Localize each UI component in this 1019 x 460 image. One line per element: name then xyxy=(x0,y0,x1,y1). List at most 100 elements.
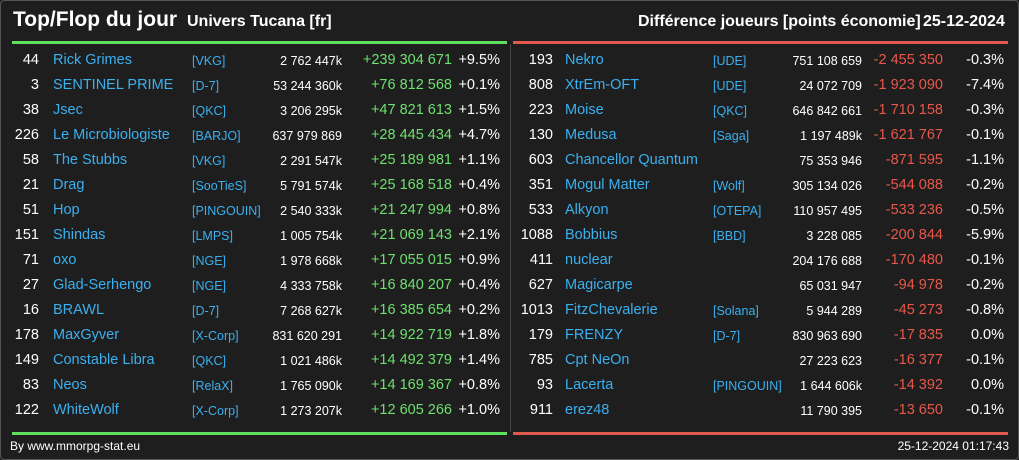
top-row: 58 The Stubbs [VKG] 2 291 547k +25 189 981 +1… xyxy=(1,149,509,174)
rank: 83 xyxy=(22,377,39,393)
alliance-tag[interactable]: [Solana] xyxy=(713,304,759,318)
alliance-tag[interactable]: [UDE] xyxy=(713,79,747,93)
alliance-tag[interactable]: [VKG] xyxy=(192,154,226,168)
player-name[interactable]: WhiteWolf xyxy=(53,402,119,418)
score: 4 333 758k xyxy=(280,279,342,293)
alliance-tag[interactable]: [BARJO] xyxy=(192,129,241,143)
alliance-tag[interactable]: [LMPS] xyxy=(192,229,233,243)
score: 65 031 947 xyxy=(799,279,862,293)
rank: 16 xyxy=(22,302,39,318)
top-row: 38 Jsec [QKC] 3 206 295k +47 821 613 +1.5% xyxy=(1,99,509,124)
page-title: Top/Flop du jour xyxy=(13,8,178,31)
alliance-tag[interactable]: [BBD] xyxy=(713,229,746,243)
alliance-tag[interactable]: [QKC] xyxy=(713,104,748,118)
player-name[interactable]: oxo xyxy=(53,252,77,268)
rank: 71 xyxy=(22,252,39,268)
source-link[interactable]: By www.mmorpg-stat.eu xyxy=(10,439,141,453)
score: 1 273 207k xyxy=(280,404,342,418)
player-name[interactable]: Nekro xyxy=(565,52,604,68)
score: 1 005 754k xyxy=(280,229,342,243)
player-name[interactable]: SENTINEL PRIME xyxy=(53,77,174,93)
top-bottom-bar xyxy=(12,432,507,435)
score-difference: +17 055 015 xyxy=(370,252,452,268)
player-name[interactable]: Jsec xyxy=(53,102,83,118)
player-name[interactable]: FitzChevalerie xyxy=(565,302,658,318)
score-difference: -13 650 xyxy=(893,402,943,418)
player-name[interactable]: Lacerta xyxy=(565,377,614,393)
player-name[interactable]: Mogul Matter xyxy=(565,177,650,193)
top-row: 44 Rick Grimes [VKG] 2 762 447k +239 304 671… xyxy=(1,49,509,74)
generated-timestamp: 25-12-2024 01:17:43 xyxy=(897,439,1009,453)
alliance-tag[interactable]: [VKG] xyxy=(192,54,226,68)
alliance-tag[interactable]: [UDE] xyxy=(713,54,747,68)
alliance-tag[interactable]: [PINGOUIN] xyxy=(192,204,261,218)
alliance-tag[interactable]: [D-7] xyxy=(192,304,220,318)
alliance-tag[interactable]: [RelaX] xyxy=(192,379,233,393)
player-name[interactable]: Shindas xyxy=(53,227,106,243)
alliance-tag[interactable]: [NGE] xyxy=(192,254,227,268)
percent-change: +1.8% xyxy=(458,327,500,343)
percent-change: 0.0% xyxy=(970,327,1004,343)
player-name[interactable]: Moise xyxy=(565,102,604,118)
player-name[interactable]: FRENZY xyxy=(565,327,623,343)
alliance-tag[interactable]: [D-7] xyxy=(713,329,741,343)
player-name[interactable]: Constable Libra xyxy=(53,352,155,368)
score-difference: -200 844 xyxy=(885,227,943,243)
player-name[interactable]: Glad-Serhengo xyxy=(53,277,152,293)
player-name[interactable]: Magicarpe xyxy=(565,277,633,293)
percent-change: +0.4% xyxy=(458,177,500,193)
player-name[interactable]: Bobbius xyxy=(565,227,618,243)
player-name[interactable]: Medusa xyxy=(565,127,617,143)
score-difference: +25 168 518 xyxy=(370,177,452,193)
player-name[interactable]: Chancellor Quantum xyxy=(565,152,698,168)
player-name[interactable]: Rick Grimes xyxy=(53,52,132,68)
player-name[interactable]: Drag xyxy=(53,177,85,193)
score-difference: +76 812 568 xyxy=(370,77,452,93)
player-name[interactable]: XtrEm-OFT xyxy=(565,77,640,93)
player-name[interactable]: Alkyon xyxy=(565,202,609,218)
score-difference: -14 392 xyxy=(893,377,943,393)
player-name[interactable]: The Stubbs xyxy=(53,152,128,168)
score: 305 134 026 xyxy=(792,179,862,193)
top-row: 21 Drag [SooTieS] 5 791 574k +25 168 518 +0.4… xyxy=(1,174,509,199)
alliance-tag[interactable]: [Saga] xyxy=(713,129,750,143)
player-name[interactable]: MaxGyver xyxy=(53,327,120,343)
score-difference: +12 605 266 xyxy=(370,402,452,418)
flop-row: 223 Moise [QKC] 646 842 661 -1 710 158 -0.3% xyxy=(511,99,1018,124)
player-name[interactable]: erez48 xyxy=(565,402,610,418)
alliance-tag[interactable]: [QKC] xyxy=(192,354,227,368)
flop-row: 351 Mogul Matter [Wolf] 305 134 026 -544 088… xyxy=(511,174,1018,199)
score: 75 353 946 xyxy=(799,154,862,168)
player-name[interactable]: Cpt NeOn xyxy=(565,352,630,368)
player-name[interactable]: nuclear xyxy=(565,252,613,268)
top-accent-bar xyxy=(12,41,507,44)
score: 5 791 574k xyxy=(280,179,342,193)
percent-change: -0.1% xyxy=(966,402,1004,418)
alliance-tag[interactable]: [X-Corp] xyxy=(192,329,239,343)
alliance-tag[interactable]: [OTEPA] xyxy=(713,204,762,218)
top-row: 27 Glad-Serhengo [NGE] 4 333 758k +16 840 20… xyxy=(1,274,509,299)
player-name[interactable]: Le Microbiologiste xyxy=(53,127,170,143)
top-row: 51 Hop [PINGOUIN] 2 540 333k +21 247 994 +0.8… xyxy=(1,199,509,224)
player-name[interactable]: BRAWL xyxy=(53,302,105,318)
percent-change: +0.8% xyxy=(458,377,500,393)
alliance-tag[interactable]: [Wolf] xyxy=(713,179,745,193)
flop-accent-bar xyxy=(513,41,1008,44)
player-name[interactable]: Neos xyxy=(53,377,87,393)
alliance-tag[interactable]: [PINGOUIN] xyxy=(713,379,782,393)
score-difference: +28 445 434 xyxy=(370,127,452,143)
alliance-tag[interactable]: [SooTieS] xyxy=(192,179,247,193)
score: 3 206 295k xyxy=(280,104,342,118)
flop-row: 1013 FitzChevalerie [Solana] 5 944 289 -45 2… xyxy=(511,299,1018,324)
alliance-tag[interactable]: [QKC] xyxy=(192,104,227,118)
score-difference: -1 923 090 xyxy=(873,77,943,93)
alliance-tag[interactable]: [NGE] xyxy=(192,279,227,293)
flop-row: 533 Alkyon [OTEPA] 110 957 495 -533 236 -0.5% xyxy=(511,199,1018,224)
score: 1 021 486k xyxy=(280,354,342,368)
alliance-tag[interactable]: [D-7] xyxy=(192,79,220,93)
percent-change: +0.2% xyxy=(458,302,500,318)
alliance-tag[interactable]: [X-Corp] xyxy=(192,404,239,418)
score-difference: -45 273 xyxy=(893,302,943,318)
flop-row: 911 erez48 11 790 395 -13 650 -0.1% xyxy=(511,399,1018,424)
player-name[interactable]: Hop xyxy=(53,202,80,218)
